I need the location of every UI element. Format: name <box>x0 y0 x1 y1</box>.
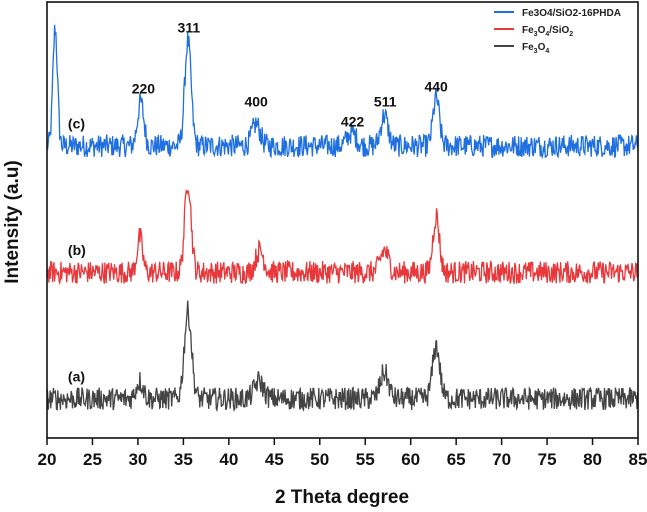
peak-label: 422 <box>341 113 365 129</box>
plot-frame <box>46 1 639 439</box>
x-tick-label: 25 <box>83 450 102 469</box>
x-tick-label: 85 <box>629 450 647 469</box>
series-line-1 <box>46 189 639 286</box>
series-label: (c) <box>68 115 85 131</box>
x-axis-label: 2 Theta degree <box>275 487 409 508</box>
legend-entry: Fe3O4 <box>522 42 549 55</box>
x-tick-label: 70 <box>492 450 511 469</box>
peak-label: 400 <box>244 94 268 110</box>
peak-label: 311 <box>178 20 201 36</box>
peak-label: 220 <box>132 81 156 97</box>
legend-entry: Fe3O4/SiO2 <box>522 25 573 38</box>
series-label: (a) <box>68 368 85 384</box>
x-tick-label: 50 <box>310 450 329 469</box>
peak-label: 440 <box>424 78 448 94</box>
x-tick-label: 60 <box>401 450 420 469</box>
x-tick-label: 40 <box>219 450 238 469</box>
x-tick-label: 75 <box>538 450 557 469</box>
x-tick-label: 55 <box>356 450 375 469</box>
x-tick-label: 65 <box>447 450 466 469</box>
series-line-0 <box>46 24 639 160</box>
x-tick-label: 45 <box>265 450 284 469</box>
x-tick-label: 20 <box>38 450 57 469</box>
x-tick-label: 35 <box>174 450 193 469</box>
peak-label: 511 <box>374 94 397 110</box>
y-axis-label: Intensity (a.u) <box>2 160 23 284</box>
x-tick-label: 30 <box>128 450 147 469</box>
series-line-2 <box>46 300 639 413</box>
legend-entry: Fe3O4/SiO2-16PHDA <box>522 8 621 19</box>
series-label: (b) <box>68 242 86 258</box>
legend: Fe3O4/SiO2-16PHDA Fe3O4/SiO2 Fe3O4 <box>494 8 621 55</box>
x-tick-label: 80 <box>583 450 602 469</box>
